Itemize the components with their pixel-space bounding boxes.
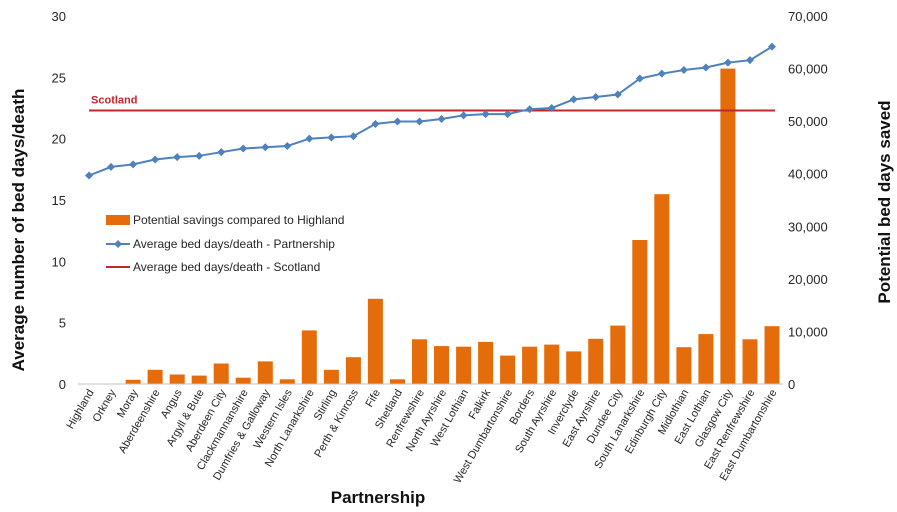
bar xyxy=(742,339,758,384)
bar xyxy=(720,68,736,384)
line-marker xyxy=(305,134,314,143)
right-tick-label: 40,000 xyxy=(788,167,828,182)
bar xyxy=(610,325,626,384)
line-marker xyxy=(283,142,292,151)
line-marker xyxy=(547,104,556,112)
bar xyxy=(478,341,494,384)
bar xyxy=(390,379,405,384)
bar xyxy=(323,369,339,384)
line-marker xyxy=(415,117,424,126)
bar xyxy=(191,375,207,384)
right-tick-label: 50,000 xyxy=(788,114,828,129)
bar xyxy=(676,347,692,384)
line-marker xyxy=(481,110,490,119)
legend-label-scotland: Average bed days/death - Scotland xyxy=(133,260,320,274)
left-tick-label: 5 xyxy=(59,316,66,331)
bar xyxy=(345,357,361,384)
line-marker xyxy=(217,148,226,157)
line-marker xyxy=(503,110,512,119)
line-marker xyxy=(327,133,336,142)
bar xyxy=(588,338,604,384)
legend-bar-swatch xyxy=(106,215,130,225)
line-marker xyxy=(239,144,248,153)
bar xyxy=(566,351,582,384)
legend: Potential savings compared to Highland A… xyxy=(106,213,344,274)
bar xyxy=(698,334,714,384)
left-tick-label: 20 xyxy=(52,132,66,147)
partnership-line xyxy=(88,45,773,177)
left-tick-label: 30 xyxy=(52,9,66,24)
line-marker xyxy=(437,115,446,124)
bar xyxy=(235,377,251,384)
left-tick-label: 25 xyxy=(52,70,66,85)
line-marker xyxy=(701,63,710,72)
line-marker xyxy=(195,151,204,160)
line-marker xyxy=(569,95,578,104)
bar xyxy=(301,330,317,384)
line-marker xyxy=(85,171,94,180)
bar xyxy=(367,298,383,384)
bar xyxy=(213,363,229,384)
line-marker xyxy=(349,132,358,141)
right-tick-label: 20,000 xyxy=(788,272,828,287)
line-marker xyxy=(261,143,270,152)
bar xyxy=(764,326,780,384)
scotland-line-label: Scotland xyxy=(91,94,137,106)
line-marker xyxy=(371,119,380,128)
line-marker xyxy=(129,160,138,169)
line-marker xyxy=(393,117,402,126)
bar xyxy=(257,361,273,384)
bar xyxy=(456,346,472,384)
legend-label-partnership: Average bed days/death - Partnership xyxy=(133,237,335,251)
right-axis-ticks: 0 10,000 20,000 30,000 40,000 50,000 60,000 70,… xyxy=(788,9,828,392)
right-tick-label: 70,000 xyxy=(788,9,828,24)
line-marker xyxy=(657,69,666,78)
bar xyxy=(279,379,295,384)
right-tick-label: 30,000 xyxy=(788,219,828,234)
bar xyxy=(522,346,538,384)
line-marker xyxy=(591,92,600,101)
partnership-line-series xyxy=(85,42,776,180)
bar xyxy=(434,346,449,384)
legend-diamond-marker xyxy=(114,240,122,248)
line-marker xyxy=(525,105,534,114)
legend-label-savings: Potential savings compared to Highland xyxy=(133,213,344,227)
bar xyxy=(412,339,427,384)
bar-series xyxy=(103,68,780,384)
left-axis-title: Average number of bed days/death xyxy=(9,89,28,372)
line-marker xyxy=(723,58,732,67)
right-tick-label: 0 xyxy=(788,377,795,392)
line-marker xyxy=(151,155,160,164)
scotland-reference-line: Scotland xyxy=(89,94,775,112)
line-marker xyxy=(745,56,754,65)
line-marker xyxy=(613,90,622,99)
bar xyxy=(544,344,560,384)
bar xyxy=(169,374,185,384)
line-marker xyxy=(459,111,468,120)
line-marker xyxy=(173,153,182,162)
bar xyxy=(654,194,670,384)
right-tick-label: 60,000 xyxy=(788,62,828,77)
left-tick-label: 15 xyxy=(52,193,66,208)
left-tick-label: 0 xyxy=(59,377,66,392)
line-marker xyxy=(679,65,688,74)
left-axis-ticks: 0 5 10 15 20 25 30 xyxy=(52,9,66,392)
line-marker xyxy=(107,162,116,171)
bar xyxy=(632,240,648,384)
right-tick-label: 10,000 xyxy=(788,324,828,339)
left-tick-label: 10 xyxy=(52,254,66,269)
bar xyxy=(500,355,516,384)
bar xyxy=(125,379,141,384)
line-marker xyxy=(767,42,776,51)
bar xyxy=(147,369,163,384)
x-axis-title: Partnership xyxy=(331,488,425,507)
right-axis-title: Potential bed days saved xyxy=(875,100,894,303)
line-marker xyxy=(635,74,644,83)
